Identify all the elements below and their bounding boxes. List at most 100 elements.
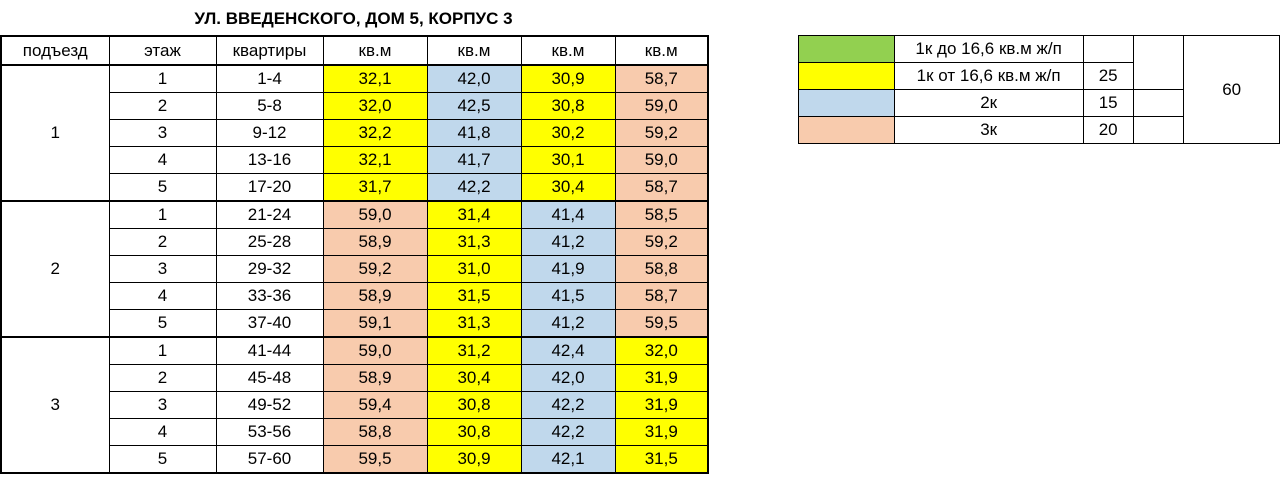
legend-count: 15 <box>1082 89 1134 117</box>
area-cell: 31,3 <box>426 228 522 256</box>
area-cell: 59,5 <box>322 445 428 474</box>
area-cell: 31,5 <box>426 282 522 310</box>
area-cell: 32,0 <box>614 336 709 365</box>
apartments-range-cell: 25-28 <box>215 228 324 256</box>
table-row: 3 9-12 32,2 41,8 30,2 59,2 <box>1 119 709 147</box>
area-cell: 30,1 <box>520 146 616 174</box>
apartments-range-cell: 41-44 <box>215 336 324 365</box>
area-cell: 58,9 <box>322 228 428 256</box>
legend-label: 2к <box>893 89 1084 117</box>
area-cell: 59,2 <box>614 228 709 256</box>
area-cell: 59,0 <box>614 146 709 174</box>
area-cell: 58,7 <box>614 282 709 310</box>
area-cell: 30,2 <box>520 119 616 147</box>
floor-cell: 2 <box>108 364 217 392</box>
area-cell: 59,0 <box>322 336 428 365</box>
area-cell: 31,5 <box>614 445 709 474</box>
legend-empty-cell <box>1132 35 1185 90</box>
area-cell: 41,7 <box>426 146 522 174</box>
area-cell: 30,8 <box>426 418 522 446</box>
floor-cell: 3 <box>108 119 217 147</box>
area-cell: 42,0 <box>426 64 522 93</box>
area-cell: 31,9 <box>614 391 709 419</box>
legend-swatch-blue <box>798 89 895 117</box>
header-area-4: кв.м <box>614 35 709 66</box>
header-floor: этаж <box>108 35 217 66</box>
floor-cell: 5 <box>108 309 217 338</box>
apartments-range-cell: 49-52 <box>215 391 324 419</box>
header-apartments: квартиры <box>215 35 324 66</box>
header-entrance: подъезд <box>0 35 110 66</box>
sheet-title: УЛ. ВВЕДЕНСКОГО, ДОМ 5, КОРПУС 3 <box>194 9 513 28</box>
area-cell: 31,4 <box>426 200 522 229</box>
floor-cell: 1 <box>108 200 217 229</box>
area-cell: 41,2 <box>520 228 616 256</box>
area-cell: 42,4 <box>520 336 616 365</box>
area-cell: 58,9 <box>322 282 428 310</box>
legend-label: 3к <box>893 116 1084 144</box>
table-row: 2 45-48 58,9 30,4 42,0 31,9 <box>1 364 709 392</box>
apartments-range-cell: 5-8 <box>215 92 324 120</box>
legend-row: 3к 20 <box>798 116 1280 144</box>
floor-cell: 4 <box>108 282 217 310</box>
legend-count: 25 <box>1082 62 1134 90</box>
floor-cell: 2 <box>108 92 217 120</box>
area-cell: 31,9 <box>614 364 709 392</box>
area-cell: 59,4 <box>322 391 428 419</box>
area-cell: 58,8 <box>614 255 709 283</box>
area-cell: 31,2 <box>426 336 522 365</box>
area-cell: 41,5 <box>520 282 616 310</box>
table-row: 4 53-56 58,8 30,8 42,2 31,9 <box>1 418 709 446</box>
area-cell: 42,2 <box>520 391 616 419</box>
apartments-range-cell: 45-48 <box>215 364 324 392</box>
floor-cell: 4 <box>108 418 217 446</box>
area-cell: 30,9 <box>520 64 616 93</box>
area-cell: 30,8 <box>520 92 616 120</box>
header-area-3: кв.м <box>520 35 616 66</box>
area-cell: 42,1 <box>520 445 616 474</box>
area-cell: 59,0 <box>614 92 709 120</box>
legend-row: 1к до 16,6 кв.м ж/п 60 <box>798 35 1280 144</box>
legend-label: 1к до 16,6 кв.м ж/п <box>893 35 1084 63</box>
apartments-range-cell: 53-56 <box>215 418 324 446</box>
legend-table: 1к до 16,6 кв.м ж/п 60 1к от 16,6 кв.м ж… <box>798 35 1280 144</box>
area-cell: 31,9 <box>614 418 709 446</box>
table-row: 3 49-52 59,4 30,8 42,2 31,9 <box>1 391 709 419</box>
apartments-range-cell: 57-60 <box>215 445 324 474</box>
table-row: 2 5-8 32,0 42,5 30,8 59,0 <box>1 92 709 120</box>
entrance-number-cell: 3 <box>0 336 110 474</box>
table-row: 1 1 1-4 32,1 42,0 30,9 58,7 <box>0 64 709 202</box>
legend-empty-cell <box>1132 116 1185 144</box>
apartments-range-cell: 33-36 <box>215 282 324 310</box>
apartments-range-cell: 1-4 <box>215 64 324 93</box>
apartments-range-cell: 37-40 <box>215 309 324 338</box>
area-cell: 42,0 <box>520 364 616 392</box>
floor-cell: 3 <box>108 255 217 283</box>
legend-swatch-salmon <box>798 116 895 144</box>
header-area-1: кв.м <box>322 35 428 66</box>
area-cell: 30,4 <box>520 173 616 202</box>
area-cell: 59,0 <box>322 200 428 229</box>
area-cell: 58,9 <box>322 364 428 392</box>
legend-empty-cell <box>1132 89 1185 117</box>
table-row: 2 25-28 58,9 31,3 41,2 59,2 <box>1 228 709 256</box>
header-area-2: кв.м <box>426 35 522 66</box>
floor-cell: 5 <box>108 445 217 474</box>
entrance-number-cell: 1 <box>0 64 110 202</box>
area-cell: 41,4 <box>520 200 616 229</box>
area-cell: 42,2 <box>520 418 616 446</box>
area-cell: 59,2 <box>322 255 428 283</box>
floor-cell: 3 <box>108 391 217 419</box>
area-cell: 58,8 <box>322 418 428 446</box>
table-row: 4 13-16 32,1 41,7 30,1 59,0 <box>1 146 709 174</box>
area-cell: 31,3 <box>426 309 522 338</box>
legend-label: 1к от 16,6 кв.м ж/п <box>893 62 1084 90</box>
area-cell: 31,0 <box>426 255 522 283</box>
entrance-number-cell: 2 <box>0 200 110 338</box>
area-cell: 59,5 <box>614 309 709 338</box>
area-cell: 30,8 <box>426 391 522 419</box>
area-cell: 42,5 <box>426 92 522 120</box>
area-cell: 30,9 <box>426 445 522 474</box>
area-cell: 32,0 <box>322 92 428 120</box>
legend-swatch-green <box>798 35 895 63</box>
